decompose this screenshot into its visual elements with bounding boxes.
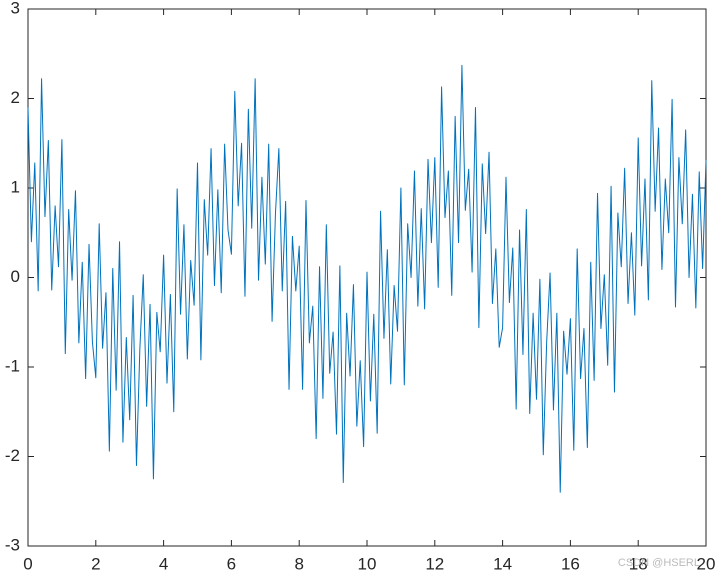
x-tick-label: 8: [294, 554, 303, 573]
y-tick-label: -1: [5, 356, 20, 375]
x-tick-label: 4: [159, 554, 168, 573]
x-tick-label: 2: [91, 554, 100, 573]
y-tick-label: 0: [11, 267, 20, 286]
data-line: [27, 64, 707, 493]
x-tick-label: 20: [697, 554, 716, 573]
y-tick-label: 3: [11, 0, 20, 17]
x-tick-label: 14: [493, 554, 512, 573]
x-tick-label: 16: [561, 554, 580, 573]
y-tick-label: -3: [5, 535, 20, 554]
y-tick-label: 1: [11, 177, 20, 196]
x-tick-label: 0: [23, 554, 32, 573]
y-tick-label: 2: [11, 88, 20, 107]
plot-box: [27, 8, 707, 547]
x-tick-label: 18: [629, 554, 648, 573]
x-tick-label: 6: [227, 554, 236, 573]
y-tick-label: -2: [5, 446, 20, 465]
watermark: CSDN @HSERL: [618, 557, 700, 569]
x-tick-label: 12: [425, 554, 444, 573]
x-tick-label: 10: [358, 554, 377, 573]
